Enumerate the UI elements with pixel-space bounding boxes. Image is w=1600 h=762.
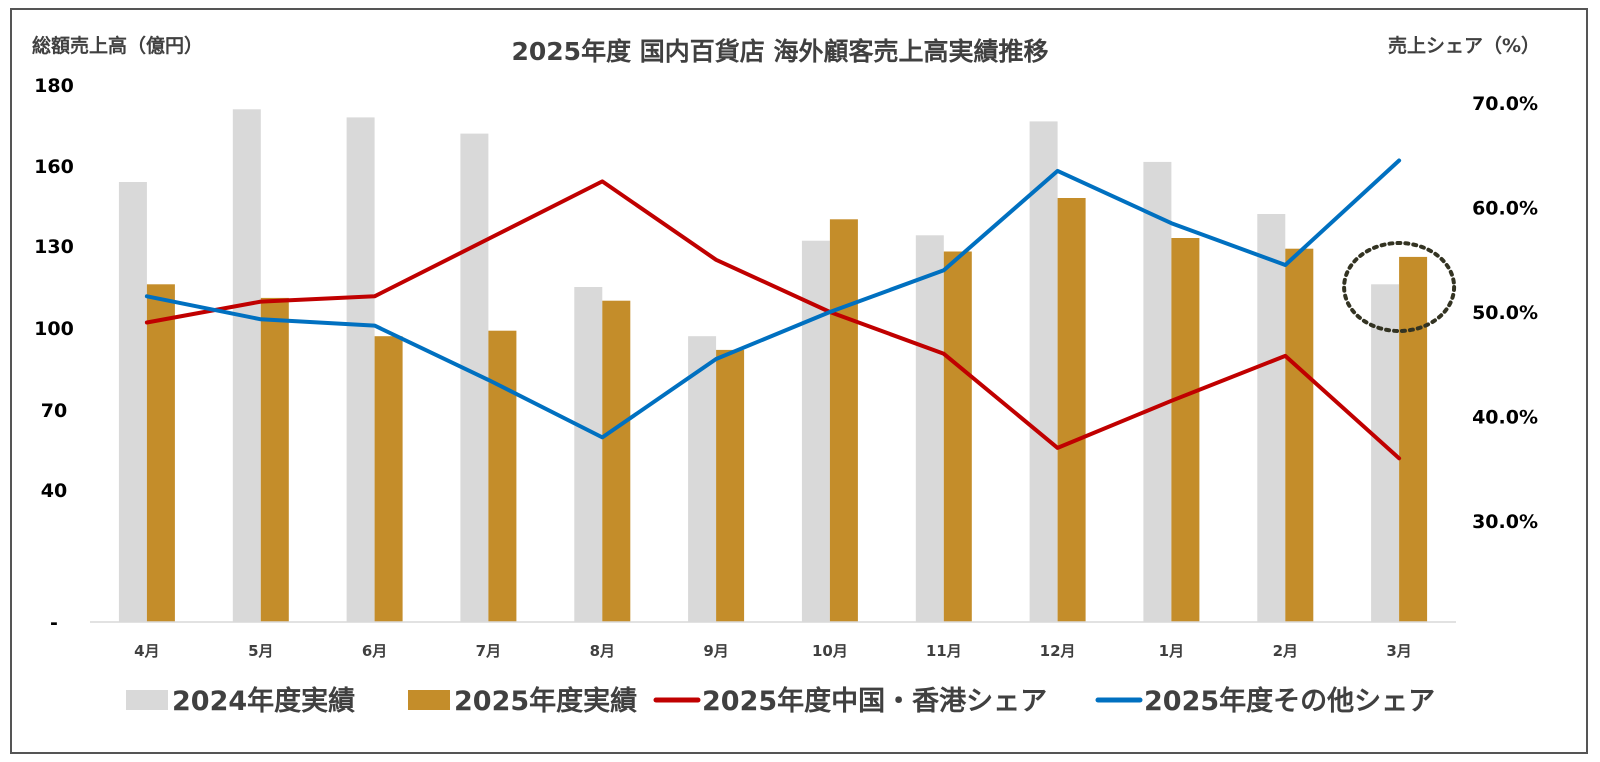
line-2025年度その他シェア <box>144 158 1402 440</box>
bar-2024年度実績-10月 <box>801 240 830 622</box>
left-axis-title: 総額売上高（億円） <box>32 34 203 57</box>
bar-2025年度実績-12月 <box>1057 198 1086 622</box>
x-tick-label: 11月 <box>926 642 962 660</box>
left-tick-label: 180 <box>34 75 74 97</box>
left-tick-label: 130 <box>34 236 74 258</box>
bar-2025年度実績-2月 <box>1285 248 1314 622</box>
legend-label: 2024年度実績 <box>172 685 355 717</box>
x-tick-label: 9月 <box>703 642 728 660</box>
marks-layer <box>1342 241 1457 333</box>
legend-swatch <box>408 690 450 710</box>
bar-2025年度実績-11月 <box>943 251 972 622</box>
left-tick-label: 160 <box>34 156 74 178</box>
bar-2024年度実績-11月 <box>915 235 944 623</box>
x-tick-label: 4月 <box>134 642 159 660</box>
legend-label: 2025年度実績 <box>454 685 637 717</box>
bar-2025年度実績-1月 <box>1171 238 1200 622</box>
x-tick-label: 12月 <box>1040 642 1076 660</box>
x-axis-ticks: 4月 5月 6月 7月 8月 9月 10月 11月 12月 1月 2月 3月 <box>134 642 1412 660</box>
left-tick-label: - <box>50 612 58 634</box>
right-tick-label: 50.0% <box>1472 302 1538 324</box>
right-tick-label: 30.0% <box>1472 511 1538 533</box>
left-tick-label: 100 <box>34 318 74 340</box>
legend-label: 2025年度中国・香港シェア <box>702 685 1047 717</box>
left-tick-label: 70 <box>41 400 67 422</box>
legend-label: 2025年度その他シェア <box>1144 685 1435 717</box>
bar-2025年度実績-8月 <box>602 300 631 622</box>
chart-title: 2025年度 国内百貨店 海外顧客売上高実績推移 <box>512 37 1049 66</box>
bar-2025年度実績-9月 <box>716 349 745 622</box>
right-tick-label: 60.0% <box>1472 198 1538 220</box>
x-tick-label: 8月 <box>590 642 615 660</box>
lines-layer <box>144 158 1402 461</box>
x-tick-label: 2月 <box>1273 642 1298 660</box>
bar-2024年度実績-2月 <box>1257 214 1286 622</box>
bar-2024年度実績-4月 <box>118 182 147 622</box>
right-tick-label: 70.0% <box>1472 93 1538 115</box>
legend-swatch <box>126 690 168 710</box>
bar-2024年度実績-9月 <box>688 336 717 622</box>
bar-2024年度実績-5月 <box>232 109 261 623</box>
chart-frame: 2025年度 国内百貨店 海外顧客売上高実績推移 総額売上高（億円） 売上シェア… <box>10 8 1588 754</box>
line-2025年度中国・香港シェア <box>144 179 1402 461</box>
bar-2025年度実績-10月 <box>829 219 858 623</box>
right-axis-ticks: 30.0% 40.0% 50.0% 60.0% 70.0% <box>1472 93 1538 533</box>
bar-2025年度実績-7月 <box>488 330 517 622</box>
bar-2025年度実績-4月 <box>146 284 175 622</box>
right-axis-title: 売上シェア（%） <box>1388 34 1540 57</box>
x-tick-label: 5月 <box>248 642 273 660</box>
x-tick-label: 10月 <box>812 642 848 660</box>
legend: 2024年度実績 2025年度実績 2025年度中国・香港シェア 2025年度その他シ… <box>126 685 1435 717</box>
bar-2025年度実績-6月 <box>374 336 403 622</box>
bar-2024年度実績-12月 <box>1029 121 1058 623</box>
bar-2024年度実績-8月 <box>574 287 603 622</box>
highlight-circle <box>1342 241 1457 333</box>
x-tick-label: 7月 <box>476 642 501 660</box>
chart-svg: 2025年度 国内百貨店 海外顧客売上高実績推移 総額売上高（億円） 売上シェア… <box>32 34 1540 717</box>
right-tick-label: 40.0% <box>1472 407 1538 429</box>
x-tick-label: 6月 <box>362 642 387 660</box>
x-tick-label: 3月 <box>1386 642 1411 660</box>
bar-2024年度実績-6月 <box>346 117 375 623</box>
bar-2025年度実績-3月 <box>1399 256 1428 622</box>
left-tick-label: 40 <box>41 480 67 502</box>
x-tick-label: 1月 <box>1159 642 1184 660</box>
bar-2024年度実績-1月 <box>1143 161 1172 622</box>
bar-2025年度実績-5月 <box>260 297 289 622</box>
left-axis-ticks: - 40 70 100 130 160 180 <box>34 75 74 634</box>
bars-layer <box>118 109 1428 623</box>
